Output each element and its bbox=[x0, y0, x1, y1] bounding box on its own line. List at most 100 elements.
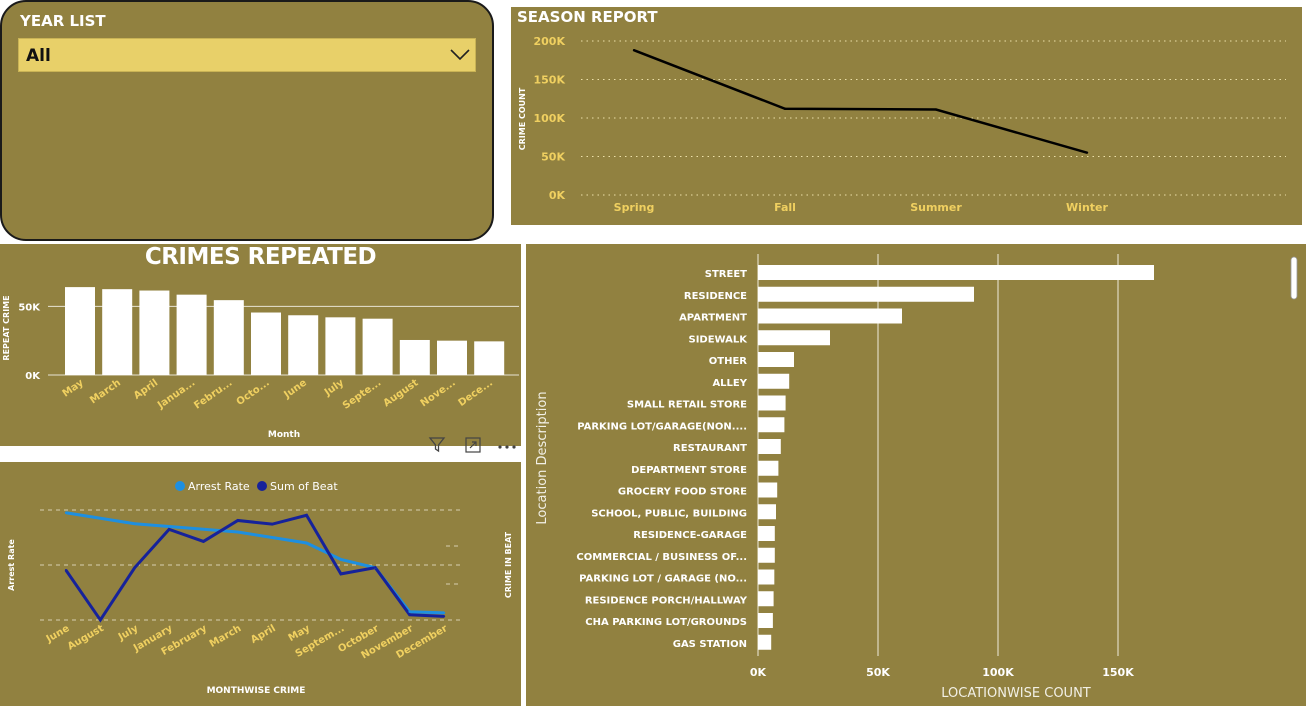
data-point-sum-of-beat bbox=[167, 528, 171, 531]
bar bbox=[474, 341, 505, 375]
more-options-icon[interactable] bbox=[494, 432, 520, 458]
bar bbox=[758, 286, 974, 302]
data-point bbox=[783, 107, 787, 110]
x-tick-label: August bbox=[66, 623, 106, 653]
x-axis-label: MONTHWISE CRIME bbox=[207, 686, 306, 696]
x-axis-label: Month bbox=[268, 430, 300, 440]
y-tick-label: COMMERCIAL / BUSINESS OF... bbox=[576, 552, 747, 563]
bar bbox=[65, 287, 95, 375]
y-tick-label: SCHOOL, PUBLIC, BUILDING bbox=[591, 508, 747, 519]
bar bbox=[758, 330, 830, 346]
focus-mode-icon[interactable] bbox=[460, 432, 486, 458]
bar bbox=[758, 417, 785, 433]
year-list-slicer: YEAR LIST All bbox=[0, 0, 494, 241]
x-tick-label: Febru... bbox=[192, 377, 234, 411]
bar bbox=[176, 294, 207, 375]
locationwise-count-visual[interactable]: 0K 50K 100K 150K STREET RESIDENCE APARTMENT SID… bbox=[526, 244, 1306, 706]
series-line-arrest-rate bbox=[65, 511, 445, 615]
season-report-chart: 0K 50K 100K 150K 200K Spring Fall Summer Winter C… bbox=[518, 35, 1286, 214]
legend-marker-sum-of-beat bbox=[257, 481, 267, 491]
x-tick-label: July bbox=[322, 377, 347, 399]
crimes-repeated-title: CRIMES REPEATED bbox=[144, 244, 377, 270]
series-line-sum-of-beat bbox=[64, 513, 445, 623]
data-point-sum-of-beat bbox=[374, 566, 377, 569]
x-tick-label: May bbox=[61, 377, 86, 399]
data-point-arrest-rate bbox=[99, 517, 102, 520]
bar bbox=[758, 395, 786, 411]
y-tick-label: PARKING LOT/GARAGE(NON.... bbox=[577, 421, 747, 432]
filter-icon[interactable] bbox=[424, 432, 450, 458]
bar bbox=[758, 373, 790, 389]
y2-axis-label: CRIME IN BEAT bbox=[504, 531, 513, 598]
series-line bbox=[633, 49, 1088, 154]
y-tick-label: APARTMENT bbox=[679, 313, 747, 324]
data-point-arrest-rate bbox=[270, 536, 274, 539]
data-point-arrest-rate bbox=[339, 558, 343, 561]
bar bbox=[758, 634, 772, 650]
y-tick-label: RESIDENCE PORCH/HALLWAY bbox=[585, 595, 748, 606]
bar bbox=[758, 352, 794, 367]
bar bbox=[251, 312, 281, 375]
x-tick-label: Summer bbox=[910, 201, 962, 214]
bar bbox=[758, 526, 775, 541]
x-tick-label: Octo... bbox=[235, 377, 272, 408]
bar bbox=[758, 504, 776, 520]
data-point-sum-of-beat bbox=[270, 522, 274, 526]
x-tick-label: April bbox=[132, 377, 160, 401]
season-report-title: SEASON REPORT bbox=[517, 8, 658, 26]
y-tick-label: 50K bbox=[18, 302, 41, 313]
x-tick-label: July bbox=[116, 623, 141, 644]
bar bbox=[758, 265, 1154, 280]
x-tick-label: 100K bbox=[982, 666, 1014, 679]
y-axis-label: CRIME COUNT bbox=[518, 87, 527, 150]
year-dropdown[interactable]: All bbox=[18, 38, 476, 72]
crimes-repeated-visual[interactable]: CRIMES REPEATED 0K 50K May March April Janua.… bbox=[0, 244, 521, 446]
y-tick-label: 0K bbox=[549, 189, 566, 202]
chevron-down-icon[interactable] bbox=[449, 46, 471, 66]
y-tick-label: RESIDENCE bbox=[684, 291, 747, 302]
x-tick-label: Nove... bbox=[419, 377, 458, 409]
y-tick-label: 200K bbox=[534, 35, 566, 48]
season-report-visual[interactable]: SEASON REPORT 0K 50K 100K 150K 200K Spring Fal… bbox=[511, 7, 1302, 225]
data-point-arrest-rate bbox=[236, 530, 240, 534]
x-tick-label: March bbox=[88, 377, 123, 406]
data-point-sum-of-beat bbox=[133, 566, 136, 569]
x-tick-label: April bbox=[249, 623, 278, 646]
x-tick-label: 150K bbox=[1102, 666, 1134, 679]
data-point-sum-of-beat bbox=[339, 572, 343, 576]
year-dropdown-value: All bbox=[26, 46, 51, 66]
data-point-arrest-rate bbox=[408, 610, 411, 613]
x-tick-label: Spring bbox=[614, 201, 655, 214]
y-tick-label: PARKING LOT / GARAGE (NO... bbox=[579, 574, 747, 585]
x-tick-label: June bbox=[282, 377, 310, 401]
y-tick-label: RESTAURANT bbox=[673, 443, 747, 454]
data-point-sum-of-beat bbox=[442, 615, 446, 618]
data-point-arrest-rate bbox=[442, 611, 446, 615]
x-tick-label: Winter bbox=[1066, 201, 1108, 214]
bar bbox=[437, 340, 467, 375]
data-point-sum-of-beat bbox=[305, 514, 308, 517]
data-point-sum-of-beat bbox=[64, 569, 68, 572]
bar bbox=[758, 591, 774, 607]
y-tick-label: 50K bbox=[541, 151, 565, 164]
visual-header-toolbar bbox=[424, 432, 524, 460]
y-tick-label: ALLEY bbox=[712, 378, 747, 389]
x-tick-label: 50K bbox=[866, 666, 890, 679]
locationwise-count-chart: 0K 50K 100K 150K STREET RESIDENCE APARTMENT SID… bbox=[535, 254, 1298, 701]
bar bbox=[139, 290, 170, 375]
y-tick-label: STREET bbox=[705, 269, 747, 280]
y-tick-label: 100K bbox=[534, 112, 566, 125]
x-tick-label: Septe... bbox=[341, 377, 383, 411]
monthwise-crime-visual[interactable]: Arrest Rate Sum of Beat June August July Janu… bbox=[0, 462, 521, 706]
y-tick-label: DEPARTMENT STORE bbox=[631, 465, 747, 476]
bar bbox=[758, 482, 778, 498]
bar bbox=[213, 300, 244, 375]
y-axis-label: REPEAT CRIME bbox=[2, 295, 11, 360]
y-tick-label: RESIDENCE-GARAGE bbox=[633, 530, 747, 541]
y-tick-label: SMALL RETAIL STORE bbox=[627, 400, 747, 411]
y-tick-label: GAS STATION bbox=[673, 639, 747, 650]
vertical-scrollbar[interactable] bbox=[1290, 256, 1298, 300]
bar bbox=[758, 613, 773, 628]
data-point-arrest-rate bbox=[305, 541, 308, 545]
